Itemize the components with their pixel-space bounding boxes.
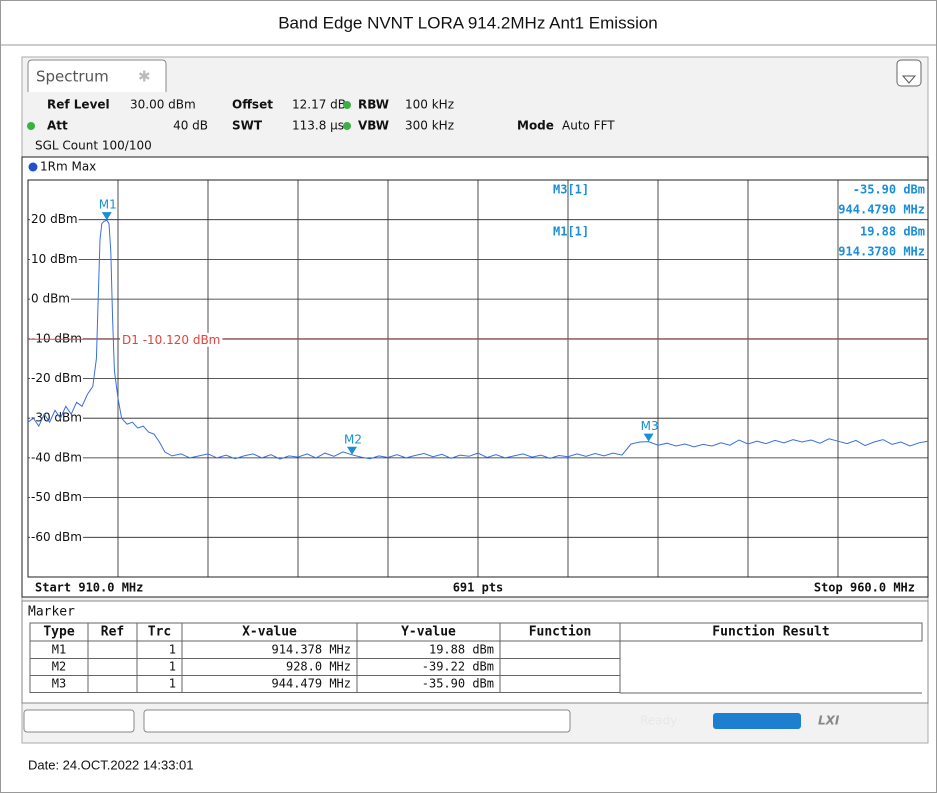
setting-value: 30.00 dBm	[130, 98, 196, 112]
trace	[27, 219, 929, 460]
setting-value: 300 kHz	[405, 119, 454, 133]
y-tick-label: 20 dBm	[31, 212, 78, 226]
status: Ready	[640, 714, 677, 728]
marker-label: M2	[344, 432, 362, 446]
column-header: Function Result	[712, 625, 829, 640]
cell: M3	[52, 677, 66, 691]
setting-label: Att	[47, 119, 68, 133]
y-tick-label: -60 dBm	[31, 530, 82, 544]
marker-title: Marker	[28, 605, 75, 620]
label-bg	[30, 331, 83, 346]
title: Band Edge NVNT LORA 914.2MHz Ant1 Emissi…	[278, 13, 658, 32]
label-bg	[30, 450, 83, 465]
progress-bar	[713, 713, 801, 729]
label-bg	[30, 251, 79, 266]
label-bg	[120, 332, 223, 347]
y-tick-label: 10 dBm	[31, 252, 78, 266]
column-header: Y-value	[401, 625, 456, 640]
cell: 1	[169, 643, 176, 657]
readout-value: 19.88 dBm	[860, 225, 925, 239]
stop-freq: Stop 960.0 MHz	[814, 581, 915, 595]
label-bg	[30, 291, 71, 306]
marker-table: Type Ref Trc X-value Y-value Function Function…	[29, 622, 923, 694]
trace-dot	[28, 162, 38, 172]
tab-label[interactable]: Spectrum	[36, 68, 109, 86]
status-dot	[343, 101, 351, 109]
label-bg	[30, 371, 83, 385]
marker	[101, 212, 112, 221]
y-tick-label: -40 dBm	[31, 450, 82, 464]
points: 691 pts	[453, 581, 504, 595]
readout-label: M3[1]	[553, 183, 589, 197]
column-header: Type	[43, 625, 74, 640]
readout-value: -35.90 dBm	[853, 183, 925, 197]
settings: Ref Level 30.00 dBm Offset 12.17 dB RBW …	[27, 98, 615, 153]
cell: 1	[169, 677, 176, 691]
setting-value: 40 dB	[173, 119, 208, 133]
status-box	[143, 709, 571, 733]
setting-label: Offset	[232, 98, 273, 112]
status-box	[23, 709, 135, 733]
start-freq: Start 910.0 MHz	[35, 581, 143, 595]
setting-value: 12.17 dB	[292, 98, 346, 112]
readout-freq: 944.4790 MHz	[838, 203, 925, 217]
tab[interactable]	[27, 59, 167, 92]
label-bg	[30, 212, 79, 227]
marker-label: M1	[99, 198, 117, 212]
label-bg	[30, 529, 83, 544]
cell: M2	[52, 660, 66, 674]
label-bg	[30, 490, 83, 505]
status-dot	[343, 122, 351, 130]
setting-label: SWT	[232, 119, 263, 133]
setting-label: VBW	[358, 119, 389, 133]
column-header: Ref	[101, 625, 124, 640]
setting-value: 100 kHz	[405, 98, 454, 112]
lxi-logo: LXI	[818, 714, 840, 728]
marker	[347, 446, 357, 455]
status-dot	[27, 122, 35, 130]
cell: -39.22 dBm	[422, 660, 494, 674]
cell: -35.90 dBm	[422, 677, 494, 691]
label-bg	[30, 410, 83, 425]
readout-label: M1[1]	[553, 225, 589, 239]
column-header: X-value	[242, 625, 297, 640]
cell: 19.88 dBm	[429, 643, 494, 657]
y-tick-label: -50 dBm	[31, 490, 82, 504]
setting-label: Mode	[517, 119, 554, 133]
marker	[643, 433, 654, 442]
column-header: Function	[529, 625, 592, 640]
legend-entry: 1Rm Max	[40, 160, 96, 174]
y-tick-label: -10 dBm	[31, 331, 82, 345]
setting-label: RBW	[358, 98, 389, 112]
y-tick-label: -20 dBm	[31, 371, 82, 385]
menu-icon-arrow	[901, 75, 917, 84]
cell: 944.479 MHz	[272, 677, 351, 691]
marker-panel	[21, 600, 929, 704]
cell: 928.0 MHz	[286, 660, 351, 674]
sweep-count: SGL Count 100/100	[35, 139, 152, 153]
menu-icon[interactable]	[896, 59, 922, 87]
cell: M1	[52, 643, 66, 657]
tab-icon: ✱	[138, 68, 151, 86]
setting-value: 113.8 µs	[292, 119, 344, 133]
display-line-label: D1 -10.120 dBm	[122, 333, 220, 347]
date: Date: 24.OCT.2022 14:33:01	[28, 757, 194, 772]
plot-panel	[21, 156, 929, 598]
column-header: Trc	[148, 625, 171, 640]
cell: 914.378 MHz	[272, 643, 351, 657]
setting-value: Auto FFT	[562, 119, 615, 133]
readout-freq: 914.3780 MHz	[838, 245, 925, 259]
y-tick-label: 0 dBm	[31, 292, 70, 306]
marker-label: M3	[641, 419, 659, 433]
cell: 1	[169, 660, 176, 674]
setting-label: Ref Level	[47, 98, 110, 112]
